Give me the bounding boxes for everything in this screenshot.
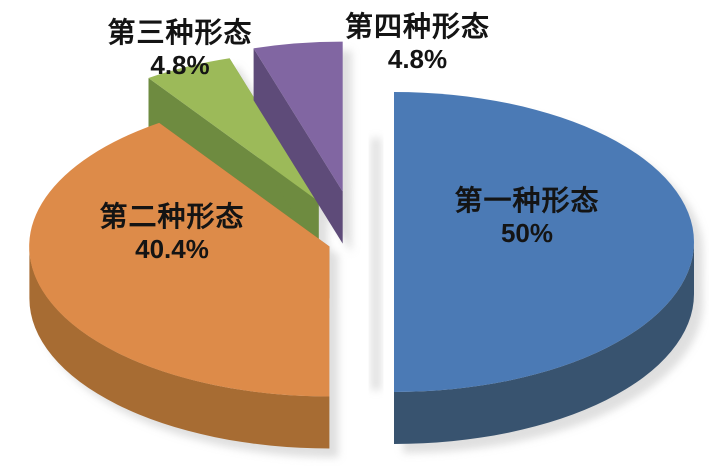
slice-2-top bbox=[148, 58, 319, 202]
slice-0-top bbox=[394, 92, 694, 392]
pie-slice-0 bbox=[394, 92, 694, 444]
slice-3-cut-face-0 bbox=[253, 48, 343, 244]
pie-slice-1 bbox=[29, 122, 330, 449]
slice-1-top bbox=[29, 122, 330, 397]
pie-slice-3 bbox=[253, 41, 343, 244]
slice-0-arc-wall bbox=[394, 242, 694, 444]
slice-1-arc-wall bbox=[29, 246, 330, 449]
slice-3-top bbox=[253, 41, 343, 192]
gap-shadow bbox=[371, 138, 381, 390]
